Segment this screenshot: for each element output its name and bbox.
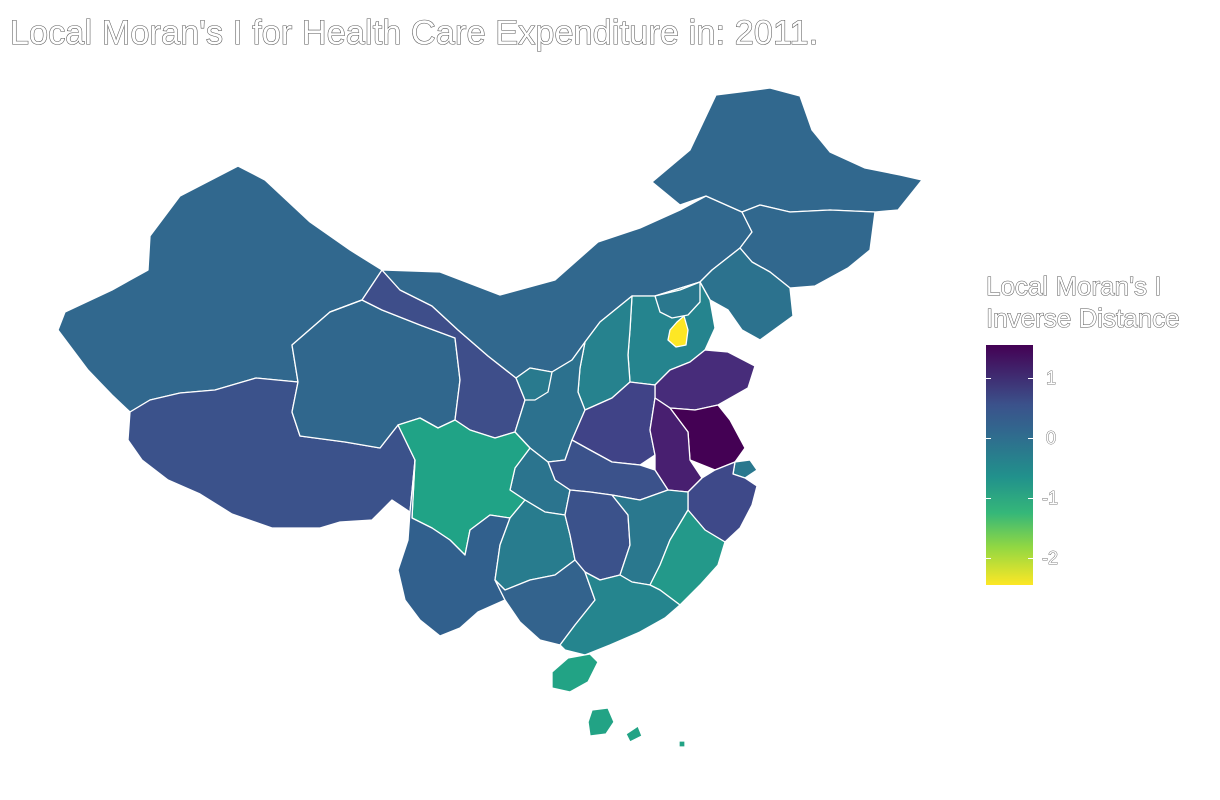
legend-colorbar (986, 345, 1033, 585)
legend-tick-right (1028, 498, 1033, 499)
legend-tick-right (1028, 438, 1033, 439)
region-taiwan (587, 707, 615, 737)
region-guangdong (559, 571, 681, 656)
legend-tick-label: 1 (1046, 368, 1057, 388)
region-island-b (678, 740, 686, 748)
region-heilongjiang (651, 87, 923, 213)
legend-tick-left (986, 558, 991, 559)
region-island-a (625, 725, 643, 743)
region-liaoning (699, 247, 794, 341)
legend-tick-left (986, 438, 991, 439)
legend-tick-label: -2 (1042, 548, 1059, 568)
legend-tick-label: 0 (1046, 428, 1057, 448)
region-ningxia (515, 367, 553, 401)
legend-title: Local Moran's I Inverse Distance (986, 270, 1181, 334)
legend-tick-right (1028, 378, 1033, 379)
legend-title-line1: Local Moran's I (986, 271, 1162, 302)
legend-title-line2: Inverse Distance (986, 303, 1181, 334)
legend-tick-right (1028, 558, 1033, 559)
legend-tick-left (986, 378, 991, 379)
legend-tick-left (986, 498, 991, 499)
region-hainan (551, 653, 599, 693)
map-title: Local Moran's I for Health Care Expendit… (9, 13, 819, 52)
legend-tick-label: -1 (1042, 488, 1059, 508)
region-beijing (654, 281, 701, 319)
region-tianjin (667, 315, 689, 348)
